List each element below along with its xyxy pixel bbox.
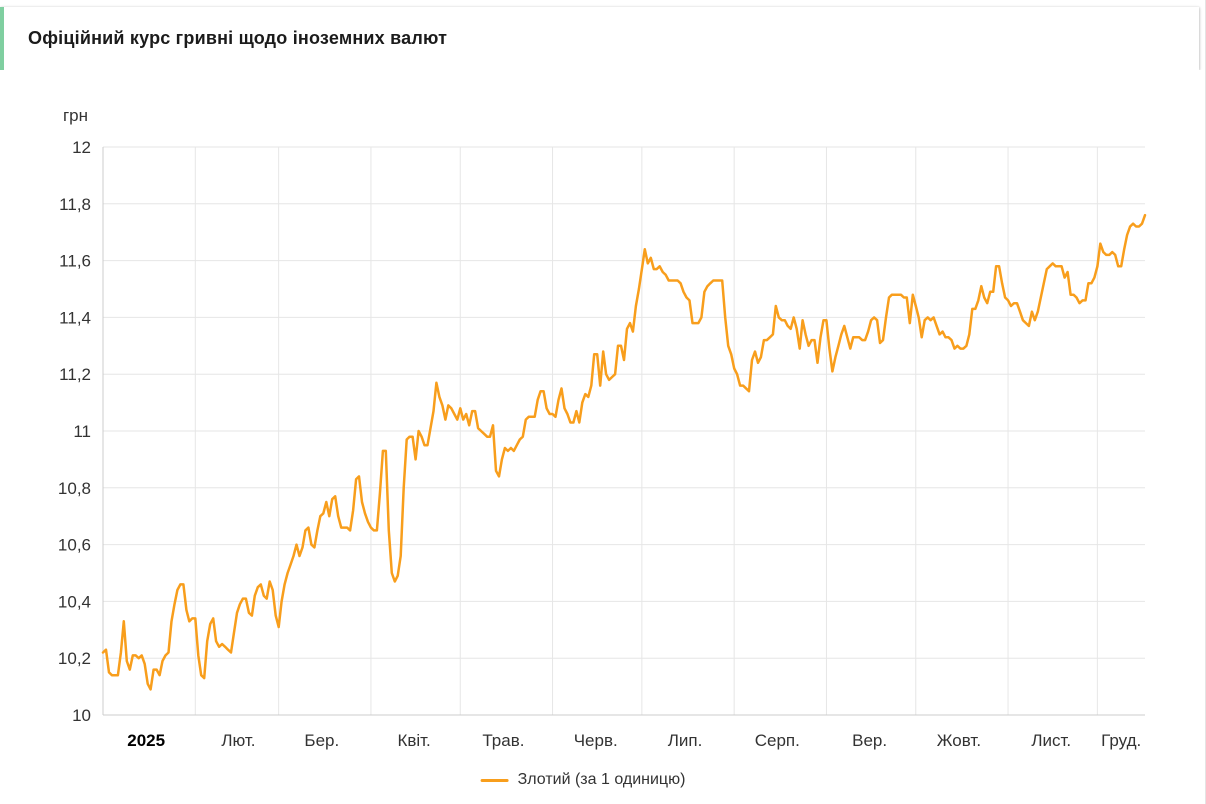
y-axis-title: грн [63,106,88,125]
x-tick-label: Лист. [1031,731,1071,750]
x-tick-label: Квіт. [397,731,430,750]
x-tick-label: Лип. [668,731,703,750]
y-tick-label: 11,8 [59,195,91,214]
x-tick-label: Вер. [852,731,887,750]
series-zloty-line[interactable] [101,213,1147,691]
y-tick-label: 10,6 [58,536,91,555]
y-tick-label: 12 [72,138,91,157]
y-tick-label: 10 [72,706,91,725]
legend-line-swatch [480,778,509,782]
panel-header: Офіційний курс гривні щодо іноземних вал… [0,7,1199,70]
x-tick-label: Черв. [574,731,618,750]
page-title: Офіційний курс гривні щодо іноземних вал… [28,28,448,48]
y-tick-label: 10,4 [58,592,91,611]
x-tick-label: Лют. [221,731,255,750]
legend-label: Злотий (за 1 одиницю) [517,771,686,788]
x-tick-label: Трав. [482,731,524,750]
y-tick-label: 10,8 [58,479,91,498]
x-tick-label: Жовт. [937,731,981,750]
legend-item-zloty[interactable]: Злотий (за 1 одиницю) [480,771,686,789]
x-tick-label: 2025 [127,731,165,750]
x-tick-label: Бер. [304,731,339,750]
y-tick-label: 11 [73,422,91,441]
exchange-rate-line-chart[interactable]: 12 11,8 11,6 11,4 11,2 11 10,8 10,6 10,4 10,2 10 20… [0,70,1206,804]
x-tick-label: Груд. [1101,731,1141,750]
y-tick-label: 11,6 [59,252,91,271]
y-tick-label: 11,2 [59,365,91,384]
x-tick-label: Серп. [755,731,800,750]
y-tick-label: 10,2 [58,649,91,668]
chart-container: 12 11,8 11,6 11,4 11,2 11 10,8 10,6 10,4 10,2 10 20… [0,70,1206,804]
y-tick-label: 11,4 [59,308,91,327]
